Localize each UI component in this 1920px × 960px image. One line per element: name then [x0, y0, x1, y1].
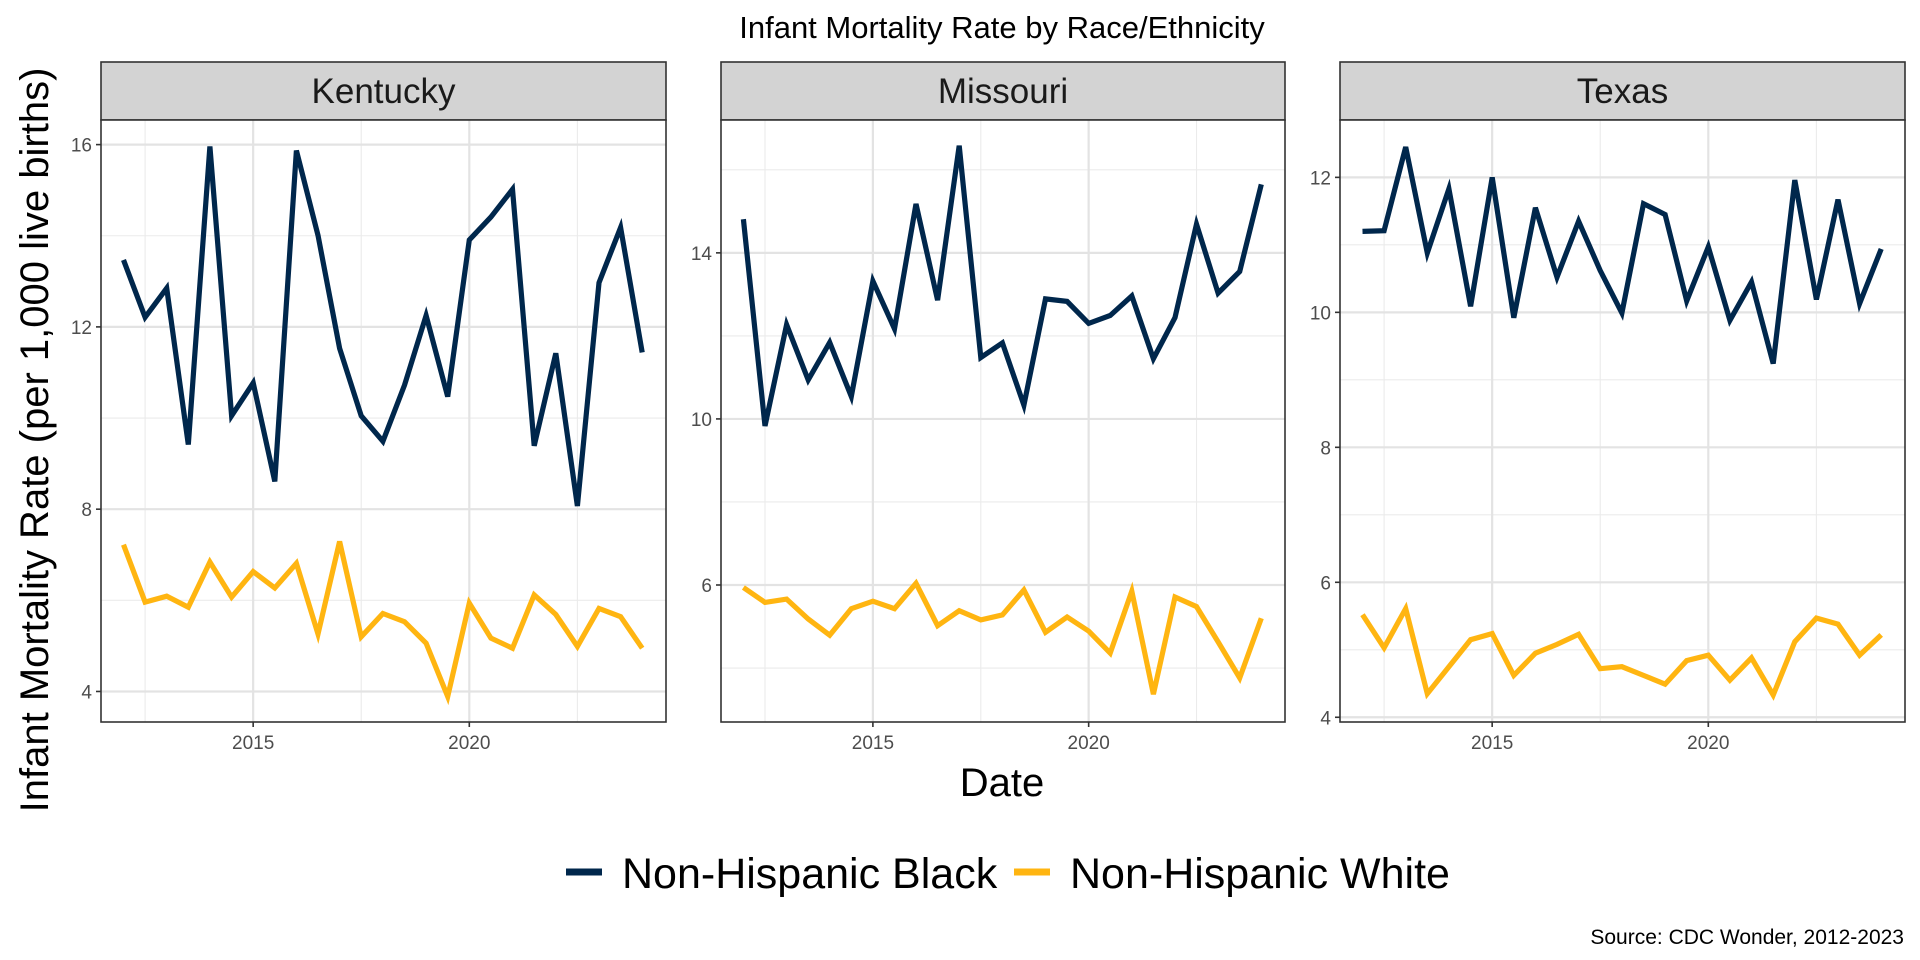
facet-strip-label: Kentucky: [312, 72, 456, 111]
series-line-non-hispanic-black: [121, 146, 645, 507]
panel-border: [100, 119, 667, 723]
y-tick-label: 14: [691, 244, 713, 265]
y-tick-label: 10: [1310, 303, 1331, 324]
panel-background: [721, 120, 1285, 722]
panel-background: [1340, 120, 1905, 722]
y-tick-label: 12: [1310, 168, 1331, 189]
y-axis-title: Infant Mortality Rate (per 1,000 live bi…: [13, 68, 57, 813]
legend-item: Non-Hispanic Black: [566, 850, 998, 898]
facet-kentucky: Kentucky 4 8 12 16 2015 2020: [71, 61, 667, 754]
x-tick-label: 2020: [448, 733, 490, 754]
x-tick-label: 2015: [852, 733, 894, 754]
x-tick-label: 2015: [1471, 733, 1513, 754]
y-tick-label: 16: [71, 136, 92, 157]
legend: Non-Hispanic Black Non-Hispanic White: [566, 850, 1450, 898]
y-tick-label: 8: [1320, 438, 1331, 459]
panel-background: [101, 120, 666, 722]
facet-strip-label: Texas: [1577, 72, 1668, 111]
series-line-non-hispanic-white: [741, 578, 1264, 695]
chart-title: Infant Mortality Rate by Race/Ethnicity: [739, 10, 1265, 45]
facet-panels: Kentucky 4 8 12 16 2015 2020 Missouri 6 10 14 2015 2…: [71, 61, 1906, 754]
y-tick-label: 10: [691, 410, 712, 431]
series-line-non-hispanic-black: [740, 145, 1264, 427]
y-tick-label: 6: [1320, 573, 1331, 594]
legend-label: Non-Hispanic White: [1070, 850, 1450, 898]
y-tick-label: 4: [1320, 708, 1331, 729]
panel-border: [1339, 119, 1906, 723]
x-tick-label: 2020: [1068, 733, 1110, 754]
y-tick-label: 12: [71, 318, 92, 339]
series-line-non-hispanic-black: [1362, 146, 1884, 365]
x-tick-label: 2015: [232, 733, 274, 754]
facet-strip: [720, 61, 1286, 121]
facet-strip: [1339, 61, 1906, 121]
source-caption: Source: CDC Wonder, 2012-2023: [1590, 926, 1904, 949]
y-tick-label: 8: [81, 500, 92, 521]
x-tick-label: 2020: [1687, 733, 1729, 754]
series-line-non-hispanic-white: [1360, 601, 1883, 701]
legend-item: Non-Hispanic White: [1014, 850, 1450, 898]
legend-label: Non-Hispanic Black: [622, 850, 998, 898]
x-axis-title: Date: [960, 761, 1045, 805]
y-tick-label: 6: [701, 576, 712, 597]
facet-strip: [100, 61, 667, 121]
series-line-non-hispanic-white: [121, 540, 645, 706]
facet-missouri: Missouri 6 10 14 2015 2020: [691, 61, 1286, 754]
facet-strip-label: Missouri: [938, 72, 1068, 111]
panel-border: [720, 119, 1286, 723]
y-tick-label: 4: [81, 682, 92, 703]
facet-texas: Texas 4 6 8 10 12 2015 2020: [1310, 61, 1906, 754]
